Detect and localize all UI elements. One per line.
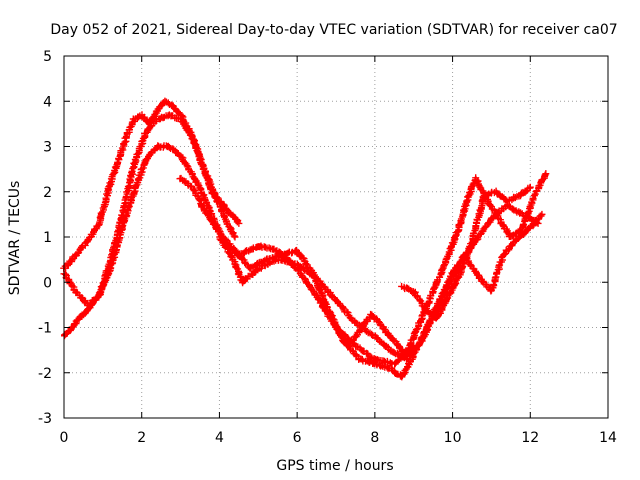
series-markers bbox=[398, 183, 534, 322]
y-tick-label: 4 bbox=[43, 94, 52, 110]
x-tick-label: 0 bbox=[60, 430, 69, 446]
series-track-6 bbox=[331, 170, 550, 358]
series-markers bbox=[216, 210, 546, 363]
x-tick-label: 2 bbox=[137, 430, 146, 446]
y-tick-label: 2 bbox=[43, 185, 52, 201]
y-tick-label: -3 bbox=[38, 411, 52, 427]
x-axis-label: GPS time / hours bbox=[276, 458, 393, 474]
y-tick-label: 1 bbox=[43, 230, 52, 246]
x-tick-label: 4 bbox=[215, 430, 224, 446]
y-tick-label: -1 bbox=[38, 321, 52, 337]
grid-lines bbox=[64, 56, 608, 418]
y-tick-label: -2 bbox=[38, 366, 52, 382]
chart-title: Day 052 of 2021, Sidereal Day-to-day VTE… bbox=[50, 22, 617, 38]
x-tick-label: 10 bbox=[444, 430, 462, 446]
x-tick-label: 14 bbox=[599, 430, 617, 446]
x-tick-label: 6 bbox=[293, 430, 302, 446]
x-tick-label: 12 bbox=[521, 430, 539, 446]
series-track-7 bbox=[398, 183, 534, 322]
y-axis-label: SDTVAR / TECUs bbox=[7, 181, 23, 296]
y-tick-labels: -3 -2 -1 0 1 2 3 4 5 bbox=[38, 49, 52, 427]
y-tick-label: 3 bbox=[43, 140, 52, 156]
x-tick-labels: 0 2 4 6 8 10 12 14 bbox=[60, 430, 617, 446]
y-tick-label: 5 bbox=[43, 49, 52, 65]
data-series bbox=[60, 97, 550, 381]
axis-ticks bbox=[63, 55, 609, 419]
series-markers bbox=[331, 170, 550, 358]
x-tick-label: 8 bbox=[370, 430, 379, 446]
y-tick-label: 0 bbox=[43, 275, 52, 291]
series-track-5 bbox=[216, 210, 546, 363]
